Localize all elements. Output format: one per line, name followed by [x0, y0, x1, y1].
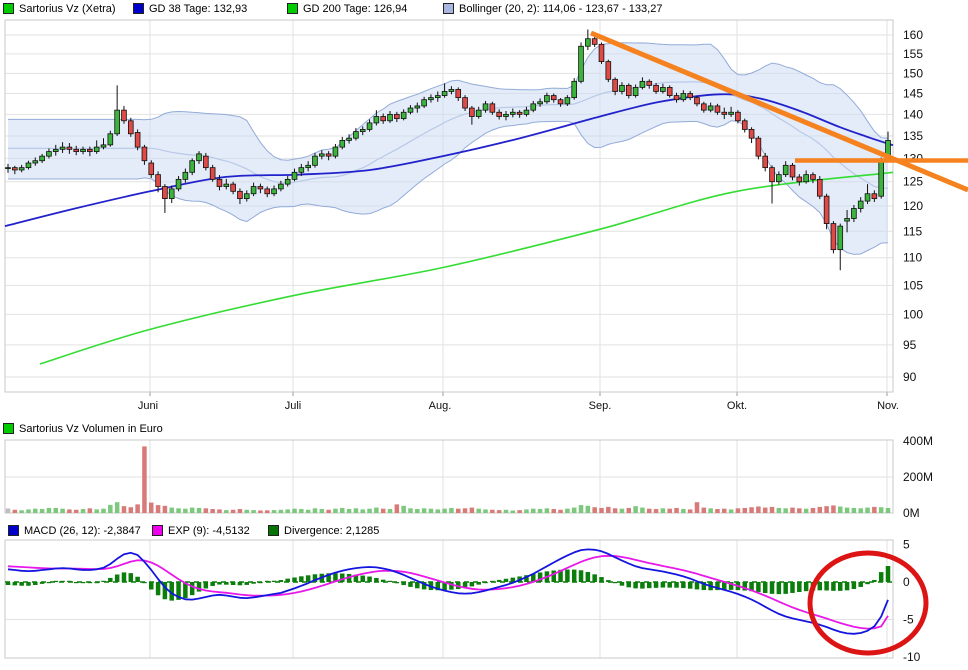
svg-text:Aug.: Aug.	[429, 400, 452, 412]
svg-text:0M: 0M	[903, 506, 920, 520]
legend-item-divergence: Divergence: 2,1285	[268, 524, 379, 537]
legend-item-exp: EXP (9): -4,5132	[152, 524, 250, 537]
legend-item-bollinger: Bollinger (20, 2): 114,06 - 123,67 - 133…	[443, 2, 662, 15]
svg-text:Juli: Juli	[285, 400, 302, 412]
svg-text:Sep.: Sep.	[589, 400, 612, 412]
volume-series-swatch-icon	[3, 423, 14, 434]
svg-text:Nov.: Nov.	[877, 400, 899, 412]
gd200-line	[39, 171, 894, 365]
svg-text:135: 135	[903, 129, 923, 143]
svg-text:105: 105	[903, 278, 923, 292]
legend-label-gd38: GD 38 Tage: 132,93	[149, 2, 248, 15]
legend-label-exp: EXP (9): -4,5132	[168, 524, 250, 537]
svg-text:120: 120	[903, 199, 923, 213]
svg-text:95: 95	[903, 338, 917, 352]
svg-text:90: 90	[903, 370, 917, 384]
legend-label-macd: MACD (26, 12): -2,3847	[24, 524, 141, 537]
svg-text:125: 125	[903, 175, 923, 189]
gd38-series-swatch-icon	[133, 3, 144, 14]
bollinger-series-swatch-icon	[443, 3, 454, 14]
legend-label-sartorius: Sartorius Vz (Xetra)	[19, 2, 116, 15]
svg-text:-5: -5	[903, 613, 914, 627]
legend-label-volume: Sartorius Vz Volumen in Euro	[19, 422, 163, 435]
macd-line	[7, 548, 889, 635]
svg-text:140: 140	[903, 107, 923, 121]
legend-item-gd38: GD 38 Tage: 132,93	[133, 2, 247, 15]
svg-text:145: 145	[903, 87, 923, 101]
svg-text:200M: 200M	[903, 470, 933, 484]
gd200-series-swatch-icon	[287, 3, 298, 14]
legend-item-volume: Sartorius Vz Volumen in Euro	[3, 422, 163, 435]
exp-series-swatch-icon	[152, 525, 163, 536]
svg-text:155: 155	[903, 47, 923, 61]
svg-text:0: 0	[903, 575, 910, 589]
sartorius-series-swatch-icon	[3, 3, 14, 14]
candlesticks	[5, 29, 891, 271]
legend-label-divergence: Divergence: 2,1285	[284, 524, 380, 537]
legend-label-gd200: GD 200 Tage: 126,94	[303, 2, 408, 15]
macd-pane: 5 0 -5 -10	[4, 538, 929, 664]
svg-text:160: 160	[903, 28, 923, 42]
svg-text:5: 5	[903, 538, 910, 552]
svg-text:115: 115	[903, 224, 922, 238]
svg-text:110: 110	[903, 251, 922, 265]
highlight-circle-annotation	[807, 550, 929, 656]
legend-item-macd: MACD (26, 12): -2,3847	[8, 524, 141, 537]
svg-text:150: 150	[903, 66, 923, 80]
svg-text:Okt.: Okt.	[727, 400, 747, 412]
macd-series-swatch-icon	[8, 525, 19, 536]
main-price-pane: 1601551501451401351301251201151101051009…	[4, 19, 968, 412]
exp-line	[7, 554, 889, 630]
svg-text:-10: -10	[903, 650, 921, 664]
downtrend-line-annotation	[590, 30, 968, 193]
svg-text:Juni: Juni	[138, 400, 158, 412]
legend-item-gd200: GD 200 Tage: 126,94	[287, 2, 407, 15]
legend-item-sartorius: Sartorius Vz (Xetra)	[3, 2, 116, 15]
svg-text:100: 100	[903, 307, 923, 321]
volume-pane: 400M 200M 0M	[4, 434, 933, 520]
legend-label-bollinger: Bollinger (20, 2): 114,06 - 123,67 - 133…	[459, 2, 663, 15]
svg-text:400M: 400M	[903, 434, 933, 448]
divergence-series-swatch-icon	[268, 525, 279, 536]
